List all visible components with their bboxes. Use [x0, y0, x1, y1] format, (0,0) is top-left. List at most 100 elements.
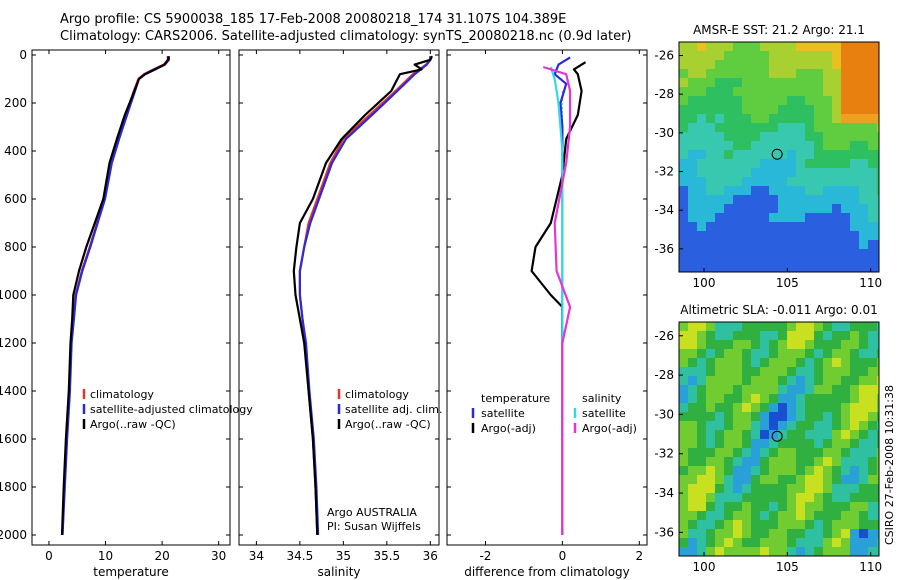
map-cell — [742, 358, 752, 368]
map-cell — [823, 394, 833, 404]
map-cell — [796, 421, 806, 431]
map-cell — [805, 186, 815, 196]
map-cell — [778, 385, 788, 395]
map-cell — [859, 484, 869, 494]
map-cell — [715, 87, 725, 97]
map-cell — [742, 412, 752, 422]
map-cell — [814, 177, 824, 187]
map-cell — [859, 322, 869, 332]
map-cell — [733, 385, 743, 395]
map-cell — [805, 249, 815, 259]
map-cell — [859, 150, 869, 160]
map-cell — [787, 340, 797, 350]
map-cell — [877, 358, 880, 368]
map-cell — [679, 421, 689, 431]
map-cell — [823, 385, 833, 395]
map-cell — [841, 547, 851, 557]
map-cell — [787, 51, 797, 61]
map-cell — [742, 529, 752, 539]
map-cell — [850, 60, 860, 70]
map-cell — [715, 367, 725, 377]
x-tick-label-0: 0 — [45, 549, 53, 563]
map-cell — [715, 340, 725, 350]
map-cell — [850, 448, 860, 458]
panel-2-series-group — [530, 56, 587, 535]
map-cell — [679, 105, 689, 115]
map-cell — [769, 493, 779, 503]
map-cell — [697, 502, 707, 512]
map-cell — [850, 177, 860, 187]
map-cell — [679, 123, 689, 133]
map-cell — [832, 105, 842, 115]
map-cell — [868, 204, 878, 214]
map-cell — [688, 403, 698, 413]
map-cell — [688, 493, 698, 503]
map-cell — [778, 42, 788, 52]
map-cell — [724, 376, 734, 386]
map-cell — [868, 69, 878, 79]
map-cell — [751, 502, 761, 512]
map-cell — [832, 249, 842, 259]
series-line-climatology — [298, 56, 432, 536]
map-cell — [823, 421, 833, 431]
map-cell — [778, 222, 788, 232]
map-cell — [706, 150, 716, 160]
map-cell — [733, 358, 743, 368]
map-cell — [760, 96, 770, 106]
map-cell — [778, 177, 788, 187]
legend-label: satellite — [481, 407, 525, 420]
map-cell — [733, 520, 743, 530]
map-cell — [778, 403, 788, 413]
map-cell — [724, 340, 734, 350]
map-cell — [769, 222, 779, 232]
map-cell — [769, 69, 779, 79]
map-cell — [859, 132, 869, 142]
map-cell — [796, 484, 806, 494]
panel-1-xlabel: salinity — [317, 565, 360, 579]
map-cell — [787, 484, 797, 494]
map-cell — [733, 475, 743, 485]
map-cell — [787, 367, 797, 377]
map-cell — [787, 78, 797, 88]
map-cell — [841, 69, 851, 79]
map-cell — [742, 484, 752, 494]
map-cell — [796, 186, 806, 196]
map-cell — [760, 177, 770, 187]
map-cell — [850, 195, 860, 205]
map-cell — [706, 448, 716, 458]
map-y-tick-label: -36 — [654, 525, 674, 539]
map-cell — [814, 195, 824, 205]
map-cell — [679, 484, 689, 494]
map-cell — [706, 475, 716, 485]
map-cell — [877, 484, 880, 494]
map-cell — [877, 51, 880, 61]
map-cell — [823, 484, 833, 494]
map-cell — [823, 177, 833, 187]
map-cell — [832, 240, 842, 250]
map-cell — [724, 394, 734, 404]
map-cell — [724, 511, 734, 521]
map-cell — [823, 150, 833, 160]
map-cell — [760, 132, 770, 142]
map-cell — [877, 412, 880, 422]
map-cell — [823, 132, 833, 142]
map-cell — [724, 231, 734, 241]
map-cell — [724, 69, 734, 79]
map-cell — [814, 42, 824, 52]
map-cell — [841, 186, 851, 196]
map-cell — [760, 439, 770, 449]
map-cell — [724, 484, 734, 494]
map-cell — [688, 502, 698, 512]
map-cell — [814, 322, 824, 332]
map-cell — [688, 105, 698, 115]
map-cell — [760, 511, 770, 521]
map-cell — [706, 231, 716, 241]
series-line-climatology — [61, 56, 169, 536]
map-cell — [697, 159, 707, 169]
map-cell — [769, 511, 779, 521]
map-cell — [787, 87, 797, 97]
map-cell — [679, 258, 689, 268]
map-cell — [859, 78, 869, 88]
map-cell — [823, 141, 833, 151]
